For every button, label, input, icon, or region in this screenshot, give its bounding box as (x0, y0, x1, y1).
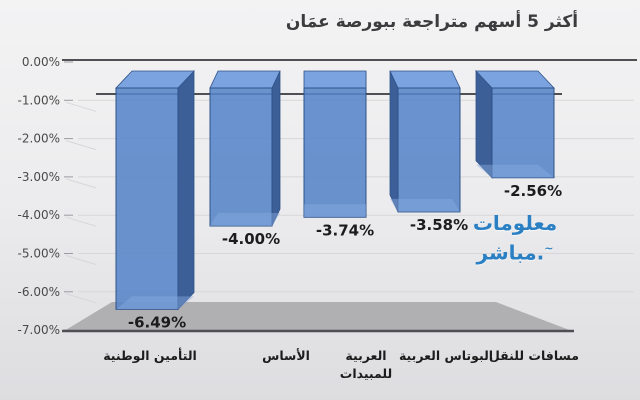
floor (64, 302, 572, 331)
sidewall-gridline (65, 293, 97, 304)
bar-front-face (209, 87, 273, 227)
watermark-line2: ~.مباشر (450, 236, 580, 266)
y-axis-label: -7.00% (18, 323, 60, 337)
value-label: -2.56% (504, 182, 562, 200)
bar-top-face (389, 70, 461, 89)
bar-bottom-cap (210, 213, 280, 226)
watermark-tm-mark: ~ (544, 242, 554, 255)
category-label: البوتاس العربية (399, 348, 493, 363)
y-axis-label: -3.00% (18, 170, 60, 184)
bar-top-face (209, 70, 281, 89)
y-axis-label: -5.00% (18, 247, 60, 261)
y-axis-label: -2.00% (18, 132, 60, 146)
bar-front-face (303, 87, 367, 218)
watermark-line2-text: .مباشر (476, 240, 545, 265)
bar-top-face (303, 70, 367, 89)
watermark-line1: معلومات (472, 211, 558, 235)
sidewall-gridline (65, 216, 97, 227)
y-axis-label: -4.00% (18, 208, 60, 222)
category-label: التأمين الوطنية (103, 347, 197, 363)
category-label: الأساس (262, 348, 310, 363)
bar-front-face (397, 87, 461, 213)
value-label: -3.74% (316, 221, 374, 239)
y-axis-label: -6.00% (18, 285, 60, 299)
watermark-logo: معلومات ~.مباشر (450, 211, 580, 266)
y-axis-label: 0.00% (22, 55, 60, 69)
category-label: للمبيدات (340, 366, 392, 381)
category-label: العربية (345, 348, 386, 363)
bar-side-face (177, 69, 195, 311)
sidewall-gridline (65, 255, 97, 265)
bar-bottom-cap (304, 204, 366, 218)
bar-front-face (491, 87, 555, 179)
value-label: -3.58% (410, 216, 468, 234)
bar-side-face (389, 70, 399, 213)
value-label: -6.49% (128, 313, 186, 331)
bar-bottom-cap (390, 198, 460, 212)
bar-side-face (271, 70, 281, 227)
value-label: -4.00% (222, 230, 280, 248)
bar-bottom-cap (116, 296, 194, 310)
bar-bottom-cap (476, 164, 554, 178)
category-label: مسافات للنقل (489, 348, 579, 363)
y-axis-label: -1.00% (18, 93, 60, 107)
sidewall-gridline (65, 140, 97, 151)
chart-title: أكثر 5 أسهم متراجعة ببورصة عمَان (285, 12, 579, 32)
bar-front-face (115, 87, 179, 310)
sidewall-gridline (65, 178, 97, 189)
bar-side-face (475, 69, 493, 179)
sidewall-gridline (65, 101, 97, 112)
